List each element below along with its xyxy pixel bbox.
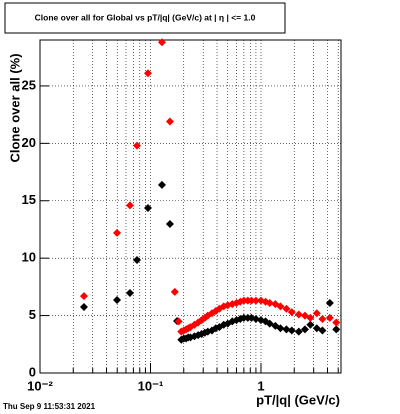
- data-point: [325, 298, 334, 307]
- data-point: [306, 313, 315, 322]
- data-point: [79, 292, 88, 301]
- data-point: [174, 317, 183, 326]
- y-tick-label: 20: [22, 135, 36, 150]
- data-point: [318, 326, 327, 335]
- data-point: [165, 219, 174, 228]
- data-point: [276, 324, 285, 333]
- data-point: [282, 304, 291, 313]
- data-point: [294, 327, 303, 336]
- data-point: [318, 315, 327, 324]
- data-point: [79, 302, 88, 311]
- y-tick-label: 15: [22, 192, 36, 207]
- x-axis-label: pT/|q| (GeV/c): [256, 392, 340, 407]
- title-box: [4, 2, 286, 34]
- data-point: [125, 201, 134, 210]
- data-point: [157, 38, 166, 47]
- y-tick-label: 10: [22, 250, 36, 265]
- data-point: [332, 325, 341, 334]
- chart-title: Clone over all for Global vs pT/|q| (GeV…: [35, 12, 256, 22]
- data-point: [287, 308, 296, 317]
- data-point: [143, 69, 152, 78]
- data-point: [300, 325, 309, 334]
- y-tick-label: 5: [29, 307, 36, 322]
- data-point: [170, 287, 179, 296]
- data-point: [251, 296, 260, 305]
- data-point: [247, 296, 256, 305]
- data-point: [287, 326, 296, 335]
- x-tick-label: 10⁻¹: [138, 378, 164, 393]
- data-point: [306, 320, 315, 329]
- data-point: [125, 288, 134, 297]
- data-point: [165, 117, 174, 126]
- data-point: [276, 302, 285, 311]
- data-point: [282, 325, 291, 334]
- y-tick-label: 0: [29, 364, 36, 379]
- plot-frame: [39, 39, 342, 374]
- data-point: [133, 256, 142, 265]
- data-point: [157, 180, 166, 189]
- data-point: [133, 141, 142, 150]
- data-point: [113, 228, 122, 237]
- data-point: [332, 318, 341, 327]
- y-tick-label: 25: [22, 77, 36, 92]
- data-point: [265, 298, 274, 307]
- footer: Thu Sep 9 11:53:31 2021: [3, 402, 96, 411]
- data-point: [312, 309, 321, 318]
- y-axis-label: Clone over all (%): [7, 53, 22, 162]
- data-point: [143, 203, 152, 212]
- x-tick-label: 10⁻²: [27, 378, 53, 393]
- data-point: [113, 295, 122, 304]
- data-point: [325, 313, 334, 322]
- data-point: [294, 310, 303, 319]
- x-tick-label: 1: [257, 378, 264, 393]
